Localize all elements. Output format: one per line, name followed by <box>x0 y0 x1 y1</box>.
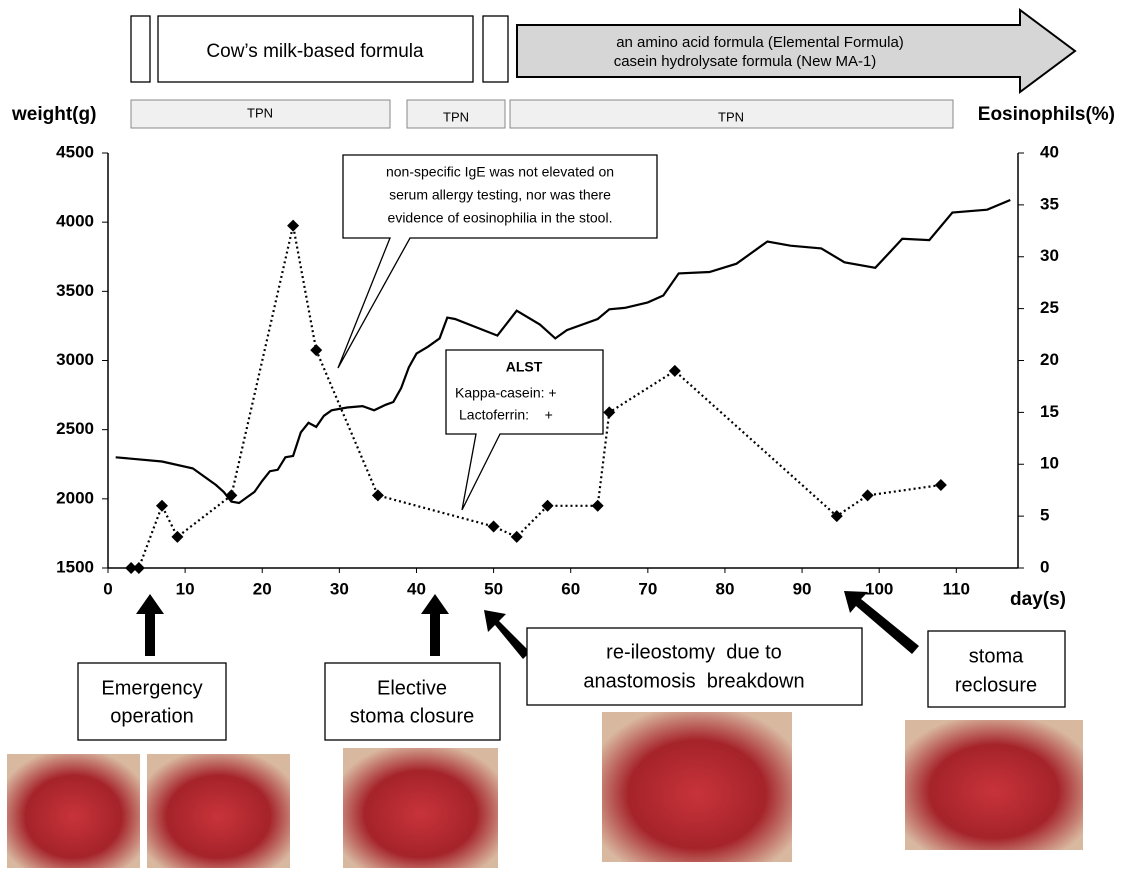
series-line <box>115 198 1011 505</box>
point <box>125 562 138 574</box>
arrow <box>136 594 164 656</box>
formula-box <box>482 15 509 83</box>
formula-box <box>157 15 474 83</box>
point <box>830 510 843 523</box>
x-tick-label: 40 <box>407 579 426 598</box>
point <box>510 530 523 543</box>
point <box>287 219 300 232</box>
x-tick-label: 0 <box>103 579 112 598</box>
arrow <box>844 591 919 654</box>
event-box <box>526 627 863 706</box>
y2-tick-label: 15 <box>1040 402 1059 421</box>
tpn-label: TPN <box>718 109 744 124</box>
y2-tick-label: 25 <box>1040 298 1059 317</box>
point <box>591 499 604 512</box>
y2-tick-label: 30 <box>1040 246 1059 265</box>
y2-axis-label: Eosinophils(%) <box>978 104 1115 125</box>
callout <box>445 349 604 511</box>
event-box <box>324 662 501 741</box>
point <box>668 364 681 377</box>
callout-text: evidence of eosinophilia in the stool. <box>388 210 613 226</box>
y-tick-label: 3500 <box>56 281 94 300</box>
point <box>225 489 238 502</box>
point <box>487 520 500 533</box>
callout-text: Kappa-casein: + <box>455 385 557 401</box>
y-axis-label: weight(g) <box>11 104 96 125</box>
tpn-bar <box>509 99 954 129</box>
arrow <box>421 594 449 656</box>
point <box>541 499 554 512</box>
x-tick-label: 30 <box>330 579 349 598</box>
y-tick-label: 4500 <box>56 142 94 161</box>
formula-label: casein hydrolysate formula (New MA-1) <box>614 53 877 70</box>
event-arrows <box>136 591 919 659</box>
x-tick-label: 50 <box>484 579 503 598</box>
formula-box <box>130 15 151 83</box>
x-tick-label: 10 <box>176 579 195 598</box>
plot-area: 0 10 20 30 40 50 60 70 80 90 100 110150020002500300… <box>56 142 1059 598</box>
callout <box>337 154 658 369</box>
y-tick-label: 3000 <box>56 350 94 369</box>
event-label: anastomosis breakdown <box>583 670 804 692</box>
event-label: stoma <box>969 645 1024 667</box>
tpn-label: TPN <box>443 109 469 124</box>
tpn-label: TPN <box>247 105 273 120</box>
y-tick-label: 1500 <box>56 557 94 576</box>
photo <box>147 754 290 868</box>
point <box>310 344 323 357</box>
series-line <box>131 225 942 570</box>
callout-text: serum allergy testing, nor was there <box>389 187 611 203</box>
y2-tick-label: 35 <box>1040 194 1059 213</box>
y-tick-label: 4000 <box>56 212 94 231</box>
callout-text: ALST <box>506 359 543 375</box>
photo <box>7 754 140 868</box>
y2-tick-label: 40 <box>1040 142 1059 161</box>
x-axis-label: day(s) <box>1010 589 1066 610</box>
point <box>371 489 384 502</box>
event-label: Emergency <box>101 677 202 699</box>
formula-arrow <box>516 8 1077 94</box>
x-tick-label: 60 <box>561 579 580 598</box>
arrow <box>484 610 530 659</box>
y2-tick-label: 20 <box>1040 350 1059 369</box>
x-tick-label: 20 <box>253 579 272 598</box>
point <box>171 530 184 543</box>
photo <box>343 748 498 868</box>
point <box>155 499 168 512</box>
point <box>934 479 947 491</box>
event-label: stoma closure <box>350 705 475 727</box>
photo <box>602 712 792 862</box>
y-tick-label: 2000 <box>56 488 94 507</box>
y2-tick-label: 0 <box>1040 557 1049 576</box>
x-tick-label: 90 <box>793 579 812 598</box>
point <box>861 489 874 502</box>
x-tick-label: 70 <box>638 579 657 598</box>
callout-text: Lactoferrin: + <box>459 407 553 423</box>
formula-label: Cow’s milk-based formula <box>206 41 424 62</box>
event-label: operation <box>110 705 193 727</box>
tpn-bar <box>406 99 506 129</box>
y2-tick-label: 5 <box>1040 506 1049 525</box>
event-box <box>927 630 1066 708</box>
x-tick-label: 110 <box>943 579 970 598</box>
event-label: Elective <box>377 677 447 699</box>
event-label: re-ileostomy due to <box>606 641 782 663</box>
y2-tick-label: 10 <box>1040 454 1059 473</box>
point <box>132 562 145 574</box>
x-tick-label: 80 <box>715 579 734 598</box>
formula-label: an amino acid formula (Elemental Formula… <box>616 34 904 51</box>
event-box <box>77 662 227 741</box>
photo <box>905 720 1083 850</box>
y-tick-label: 2500 <box>56 419 94 438</box>
point <box>603 406 616 419</box>
tpn-bar <box>130 99 391 129</box>
x-tick-label: 100 <box>865 579 893 598</box>
callout-text: non-specific IgE was not elevated on <box>386 164 614 180</box>
event-label: reclosure <box>955 674 1037 696</box>
